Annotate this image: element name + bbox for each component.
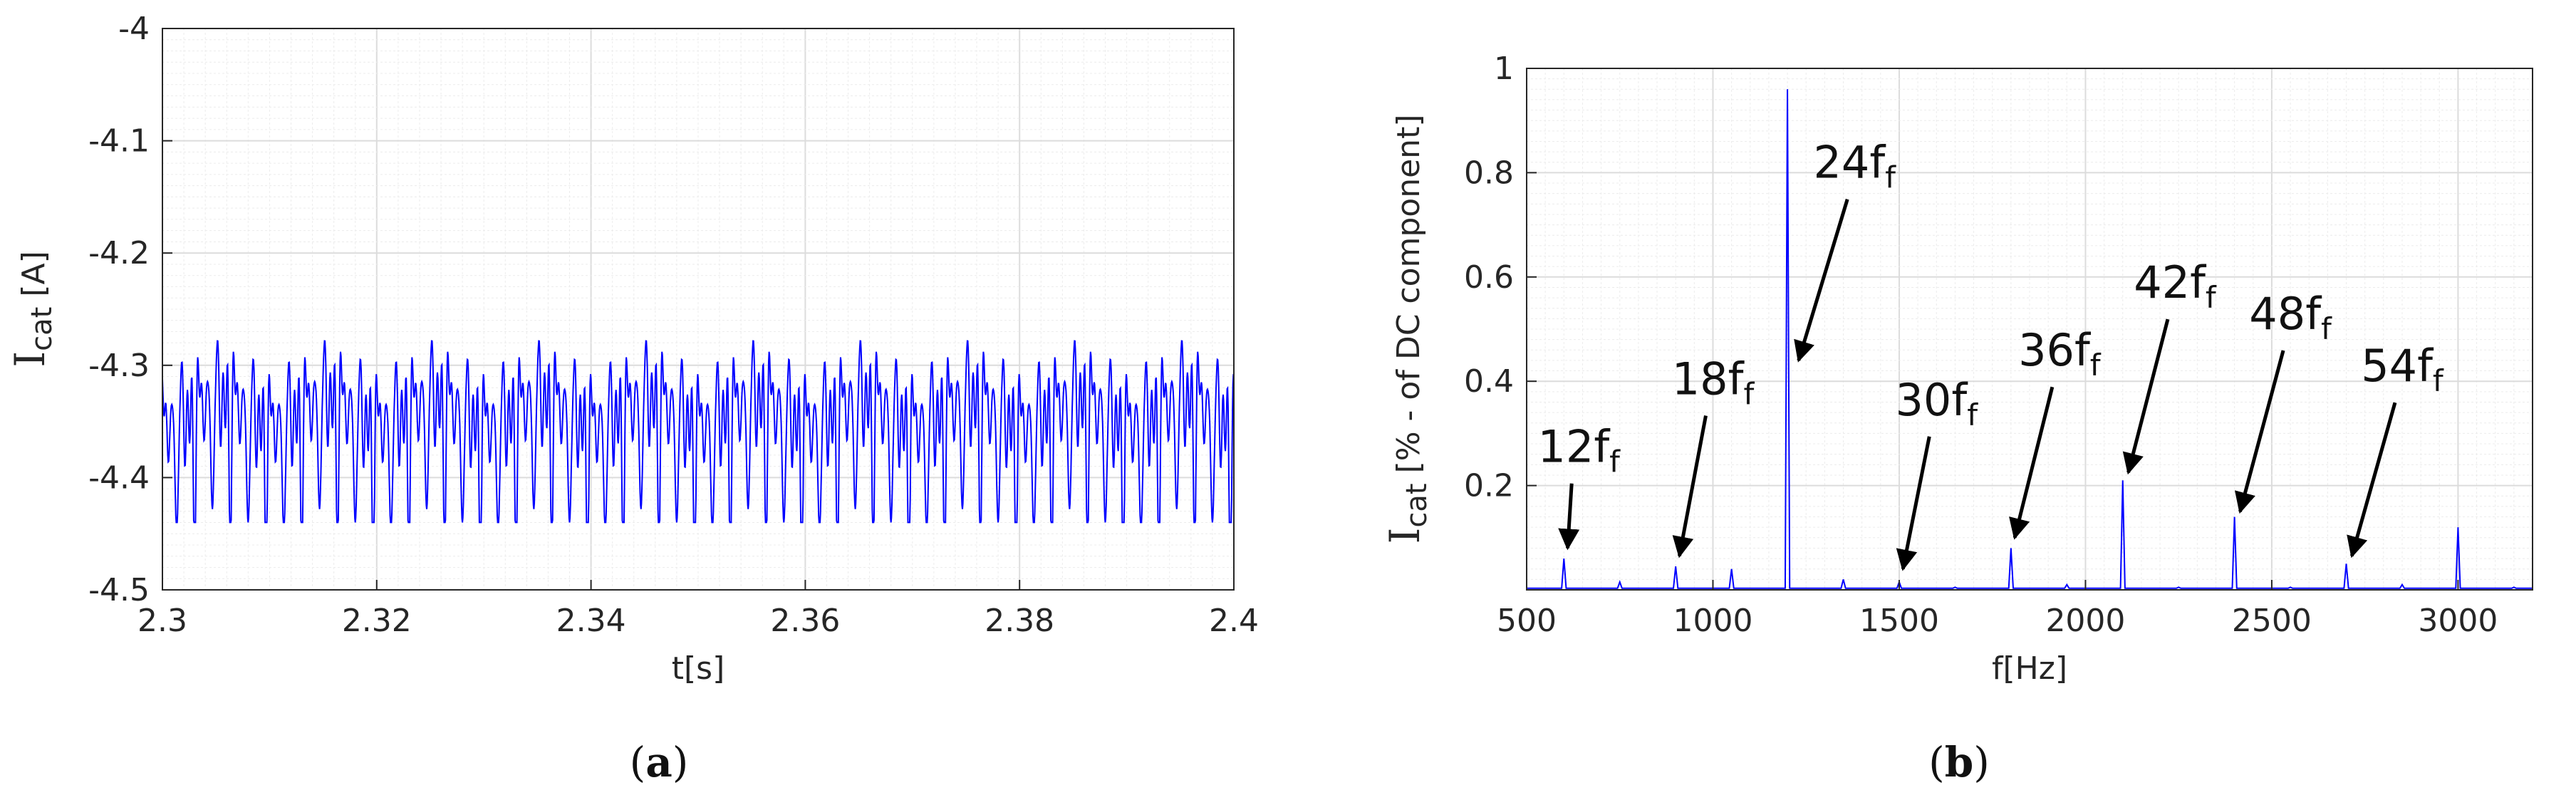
harmonic-label-main: 30f [1895,374,1968,426]
chart-a-y-axis-symbol: I [6,351,54,368]
harmonic-label: 24ff [1813,137,1896,195]
harmonic-arrow [2122,318,2170,475]
y-tick-label: -4.3 [88,348,150,384]
chart-a-plot-frame [162,28,1235,591]
y-tick-label: -4.5 [88,572,150,608]
chart-a-y-axis-subscript: cat [26,307,58,351]
y-tick-label: -4.2 [88,235,150,271]
chart-b-panel-letter: b [1945,738,1974,786]
chart-b-y-axis-label: Icat [% - of DC component] [1381,115,1433,544]
harmonic-label-subscript: f [1743,377,1755,412]
harmonic-arrow [1794,198,1849,363]
chart-a-panel-label: (a) [630,738,689,786]
chart-a-panel-letter: a [645,738,672,786]
harmonic-label-main: 42f [2134,256,2207,308]
harmonic-arrow [1672,415,1708,559]
chart-b-y-axis-unit: [% - of DC component] [1391,115,1427,484]
harmonic-label: 18ff [1672,353,1755,412]
harmonic-annotation: 42ff [2122,256,2217,475]
harmonic-arrow [1558,483,1580,551]
harmonic-label: 30ff [1895,374,1978,432]
harmonic-label-main: 24f [1813,137,1886,189]
y-tick-label: 0.6 [1464,259,1514,296]
harmonic-annotation: 54ff [2347,340,2444,559]
harmonic-label-subscript: f [2206,280,2217,315]
y-tick-label: 0.2 [1464,468,1514,504]
chart-b-y-tick-labels: 1 0.8 0.6 0.4 0.2 [1464,51,1537,504]
x-tick-label: 2.3 [137,603,187,639]
harmonic-label: 54ff [2361,340,2444,398]
harmonic-annotation: 18ff [1672,353,1755,559]
x-tick-label: 2.34 [556,603,626,639]
harmonic-annotation: 36ff [2009,324,2102,540]
harmonic-arrow [2347,402,2397,559]
harmonic-label-main: 18f [1672,353,1745,405]
y-tick-label: 0.8 [1464,155,1514,191]
chart-a-y-axis-unit: [A] [16,251,52,306]
harmonic-label-main: 54f [2361,340,2434,392]
harmonic-label: 12ff [1537,421,1621,479]
harmonic-label-main: 12f [1537,421,1611,473]
harmonic-label: 36ff [2018,324,2102,383]
chart-b-panel-label: (b) [1928,738,1990,786]
x-tick-label: 1000 [1673,603,1752,639]
chart-a-grid [162,28,1235,591]
x-tick-label: 2500 [2232,603,2312,639]
chart-panel-b: 500 1000 1500 2000 2500 3000 1 0.8 0.6 0.4 0.2 12… [1381,51,2533,786]
chart-b-series [1527,89,2533,589]
x-tick-label: 500 [1497,603,1557,639]
chart-b-plot-frame [1526,68,2533,591]
chart-a-series [162,340,1235,524]
harmonic-label: 48ff [2249,288,2332,346]
chart-a-x-axis-label: t[s] [672,650,725,687]
x-tick-label: 2.36 [770,603,840,639]
harmonic-annotation: 48ff [2234,288,2332,514]
harmonic-label-subscript: f [2090,348,2102,383]
harmonic-label-subscript: f [2433,363,2444,398]
harmonic-label-subscript: f [1885,160,1896,195]
harmonic-label-subscript: f [1967,398,1978,432]
y-tick-label: -4.1 [88,123,150,160]
harmonic-label-main: 48f [2249,288,2322,340]
chart-b-y-axis-symbol: I [1381,528,1429,544]
harmonic-label-subscript: f [1609,445,1621,479]
harmonic-arrow [1896,436,1931,571]
x-tick-label: 3000 [2418,603,2498,639]
harmonic-label: 42ff [2134,256,2217,315]
harmonic-arrow [2009,386,2055,540]
chart-b-x-axis-label: f[Hz] [1992,650,2067,687]
x-tick-label: 2.32 [342,603,412,639]
chart-panel-a: 2.3 2.32 2.34 2.36 2.38 2.4 -4 -4.1 -4.2 -4.3 -4.… [6,11,1259,786]
y-tick-label: -4 [118,11,150,47]
y-tick-label: 0.4 [1464,363,1514,400]
harmonic-label-main: 36f [2018,324,2092,376]
harmonic-annotation: 24ff [1794,137,1896,363]
harmonic-annotation: 12ff [1537,421,1621,551]
x-tick-label: 1500 [1859,603,1939,639]
y-tick-label: -4.4 [88,459,150,496]
chart-a-y-tick-labels: -4 -4.1 -4.2 -4.3 -4.4 -4.5 [88,11,172,608]
harmonic-label-subscript: f [2321,311,2332,346]
chart-b-y-axis-subscript: cat [1401,483,1433,527]
series-line-current [162,340,1235,524]
y-tick-label: 1 [1494,51,1514,87]
harmonic-arrow [2234,350,2285,514]
chart-a-x-tick-labels: 2.3 2.32 2.34 2.36 2.38 2.4 [137,580,1259,639]
x-tick-label: 2000 [2045,603,2125,639]
series-line-spectrum [1527,89,2533,589]
harmonic-annotation: 30ff [1895,374,1978,571]
x-tick-label: 2.38 [985,603,1054,639]
chart-b-x-tick-labels: 500 1000 1500 2000 2500 3000 [1497,580,2498,639]
x-tick-label: 2.4 [1209,603,1259,639]
chart-a-y-axis-label: Icat [A] [6,251,58,368]
